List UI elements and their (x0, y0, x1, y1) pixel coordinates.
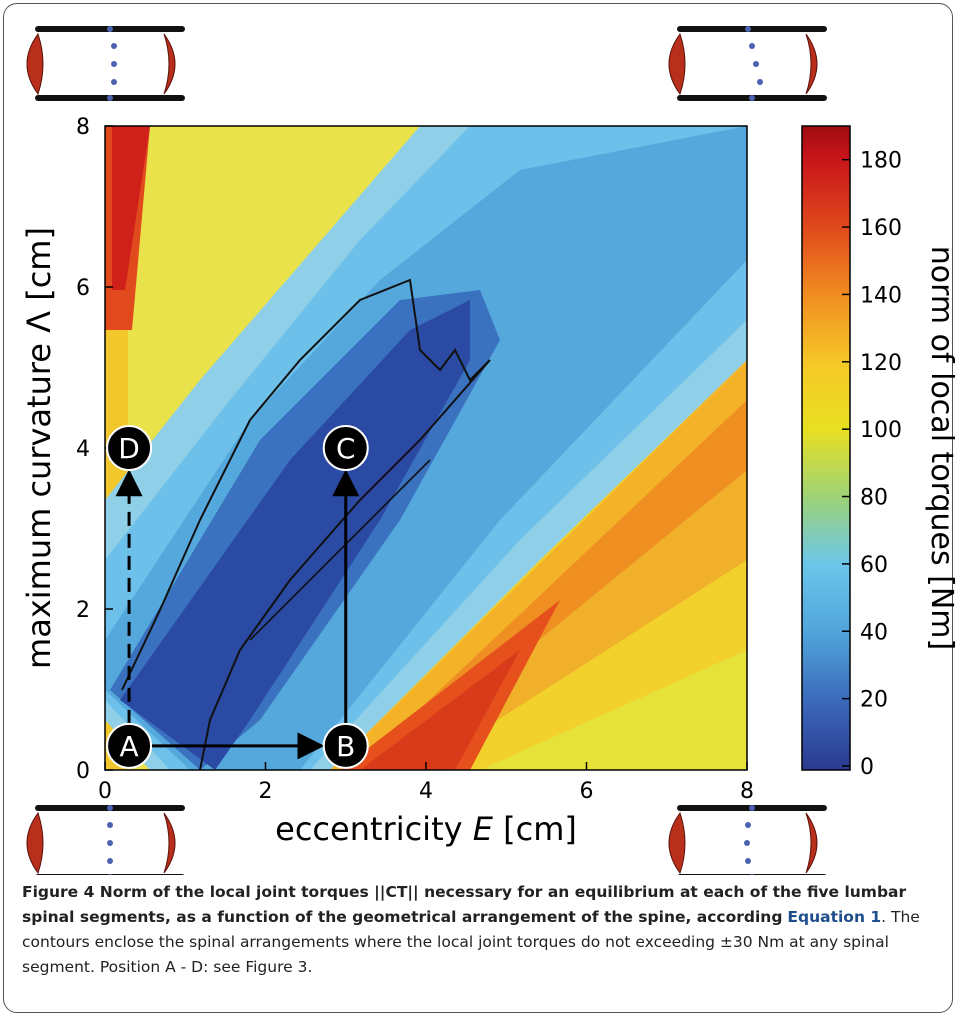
marker-circle (106, 722, 153, 769)
colorbar-tick-label: 20 (860, 688, 888, 713)
x-tick-label: 2 (259, 779, 273, 804)
caption-equation-link[interactable]: Equation 1 (787, 908, 882, 926)
x-tick-label: 8 (740, 779, 754, 804)
marker-d: D (106, 425, 153, 471)
colorbar-tick-label: 100 (860, 418, 902, 443)
path-arrows (115, 469, 360, 760)
marker-circle (106, 425, 153, 471)
y-tick-label: 6 (76, 276, 90, 301)
y-axis-label: maximum curvature Λ [cm] (20, 227, 58, 669)
y-axis: 0 2 4 6 8 (76, 115, 113, 784)
colorbar-tick-label: 160 (860, 216, 902, 241)
marker-b: B (322, 722, 369, 769)
colorbar-tick-label: 60 (860, 553, 888, 578)
heatmap-field (105, 126, 747, 770)
y-tick-label: 2 (76, 598, 90, 623)
colorbar-tick-label: 40 (860, 620, 888, 645)
y-tick-label: 0 (76, 759, 90, 784)
colorbar-tick-label: 80 (860, 486, 888, 511)
colorbar-tick-label: 0 (860, 755, 874, 780)
colorbar-label: norm of local torques [Nm] (924, 246, 958, 651)
colorbar-tick-label: 180 (860, 149, 902, 174)
x-tick-label: 6 (580, 779, 594, 804)
caption-body: . The contours enclose the spinal arrang… (22, 908, 920, 976)
marker-label: B (336, 730, 355, 763)
position-markers: A B C D (106, 425, 369, 769)
x-tick-label: 0 (98, 779, 112, 804)
colorbar-tick-label: 140 (860, 283, 902, 308)
y-tick-label: 8 (76, 115, 90, 140)
spine-diagram-bottom-right (668, 805, 827, 875)
marker-circle (322, 425, 369, 471)
marker-label: D (118, 432, 140, 465)
marker-label: A (119, 730, 138, 763)
figure-caption: Figure 4 Norm of the local joint torques… (22, 880, 942, 980)
colorbar-ticks: 0 20 40 60 80 100 120 140 160 180 (842, 149, 902, 780)
x-axis-label: eccentricity E [cm] (275, 810, 577, 848)
marker-c: C (322, 425, 369, 471)
marker-a: A (106, 722, 153, 769)
figure-canvas: 0 2 4 6 8 0 2 4 6 8 eccentricity E [cm] maximum … (20, 26, 958, 875)
spine-diagram-top-right (668, 26, 827, 101)
marker-label: C (336, 432, 356, 465)
spine-diagram-bottom-left (26, 805, 185, 875)
y-tick-label: 4 (76, 437, 90, 462)
spine-diagram-top-left (26, 26, 185, 101)
caption-title: Figure 4 Norm of the local joint torques… (22, 883, 907, 926)
colorbar (801, 125, 851, 771)
x-axis: 0 2 4 6 8 (98, 762, 754, 804)
colorbar-tick-label: 120 (860, 351, 902, 376)
figure-frame (3, 3, 953, 1013)
x-tick-label: 4 (419, 779, 433, 804)
marker-circle (322, 722, 369, 769)
